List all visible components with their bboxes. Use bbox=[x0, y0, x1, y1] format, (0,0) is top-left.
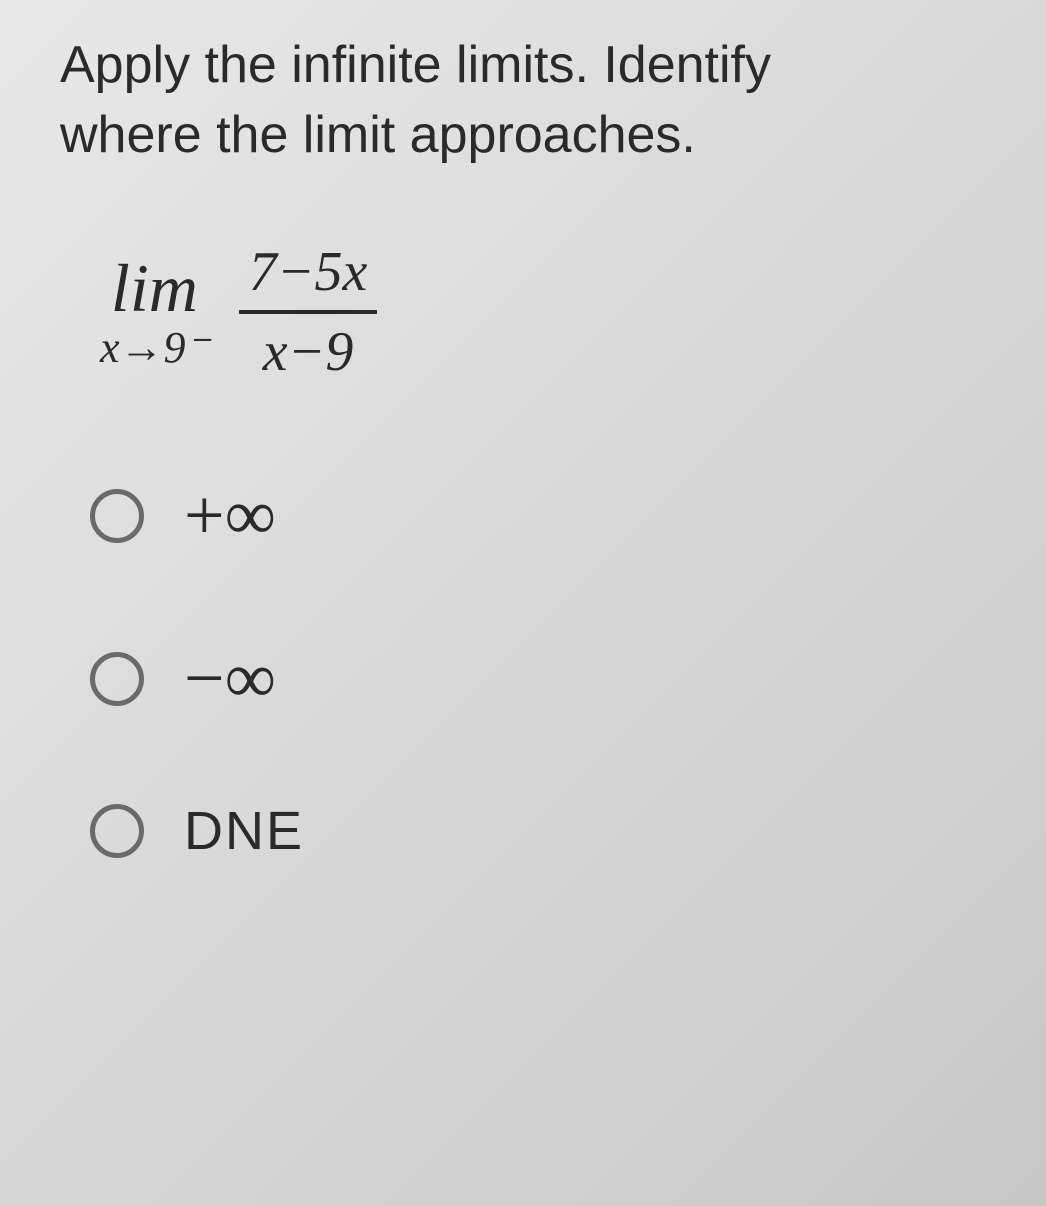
question-line-2: where the limit approaches. bbox=[60, 106, 696, 164]
radio-icon[interactable] bbox=[90, 489, 144, 543]
option-label: −∞ bbox=[184, 637, 276, 720]
lim-approach: x→9⁻ bbox=[100, 326, 209, 370]
fraction: 7−5x x−9 bbox=[239, 240, 378, 384]
question-line-1: Apply the infinite limits. Identify bbox=[60, 36, 771, 94]
options-list: +∞ −∞ DNE bbox=[90, 474, 1006, 862]
radio-icon[interactable] bbox=[90, 804, 144, 858]
question-text: Apply the infinite limits. Identify wher… bbox=[60, 30, 1006, 170]
fraction-denominator: x−9 bbox=[253, 314, 364, 384]
lim-operator: lim x→9⁻ bbox=[100, 254, 209, 370]
lim-label: lim bbox=[111, 254, 198, 322]
radio-icon[interactable] bbox=[90, 652, 144, 706]
option-label: DNE bbox=[184, 800, 304, 862]
option-dne[interactable]: DNE bbox=[90, 800, 1006, 862]
option-label: +∞ bbox=[184, 474, 276, 557]
option-plus-infinity[interactable]: +∞ bbox=[90, 474, 1006, 557]
limit-expression: lim x→9⁻ 7−5x x−9 bbox=[100, 240, 1006, 384]
fraction-numerator: 7−5x bbox=[239, 240, 378, 310]
page: Apply the infinite limits. Identify wher… bbox=[0, 0, 1046, 1206]
option-minus-infinity[interactable]: −∞ bbox=[90, 637, 1006, 720]
